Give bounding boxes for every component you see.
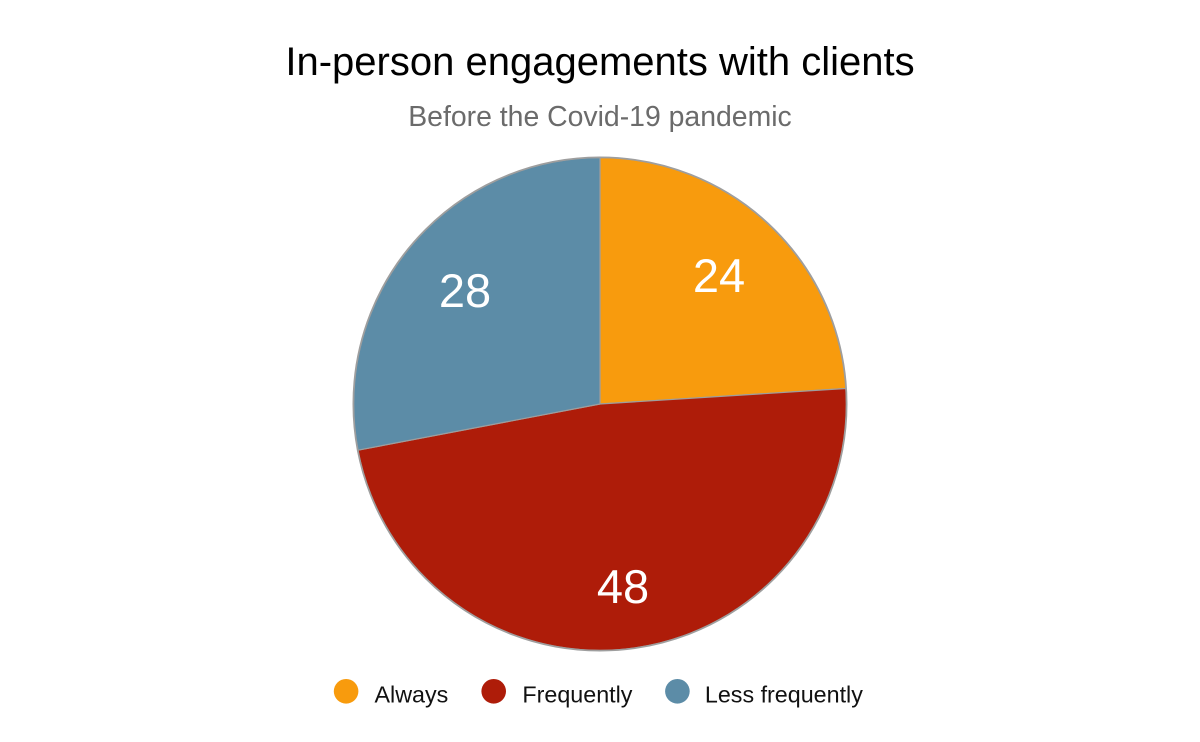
svg-text:28: 28: [439, 264, 491, 317]
svg-text:24: 24: [693, 249, 745, 302]
svg-text:48: 48: [597, 560, 649, 613]
svg-text:Always: Always: [375, 681, 449, 707]
svg-text:Less frequently: Less frequently: [705, 681, 863, 707]
svg-text:In-person engagements with cli: In-person engagements with clients: [285, 40, 914, 84]
svg-text:Before the Covid-19 pandemic: Before the Covid-19 pandemic: [408, 101, 792, 133]
svg-text:Frequently: Frequently: [522, 681, 632, 707]
